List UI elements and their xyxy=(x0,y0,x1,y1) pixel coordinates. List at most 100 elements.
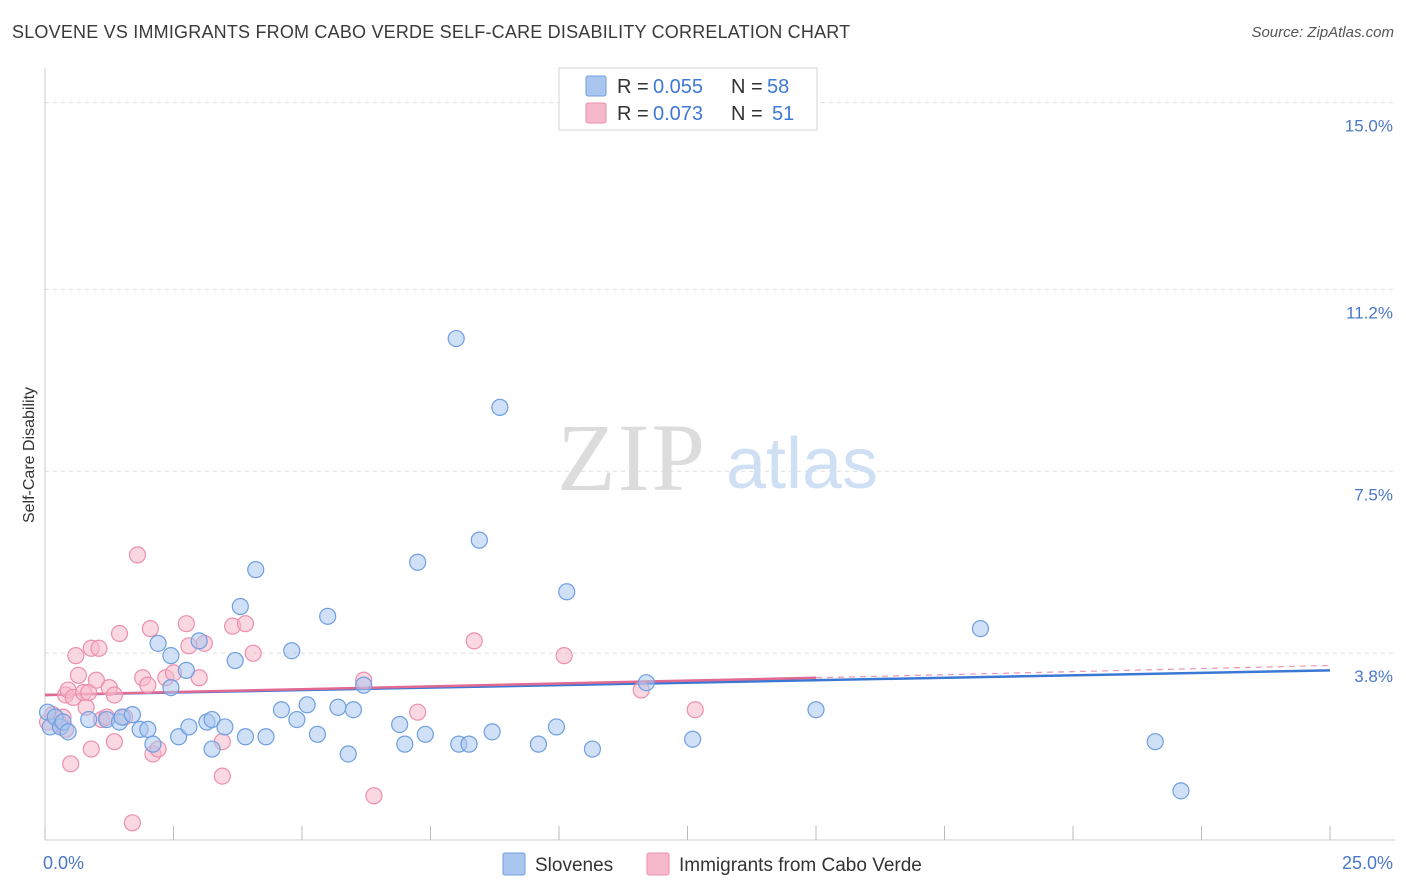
point-cabo-verde xyxy=(465,632,483,650)
point-slovenes xyxy=(162,647,180,665)
legend-n-value-2: 51 xyxy=(772,103,794,125)
legend-r-value-2: 0.073 xyxy=(653,103,703,125)
bottom-legend-label-slovenes: Slovenes xyxy=(535,855,613,876)
point-slovenes xyxy=(684,730,702,748)
point-slovenes xyxy=(272,701,291,719)
point-slovenes xyxy=(1146,733,1164,751)
y-tick-label: 15.0% xyxy=(1345,117,1393,136)
point-slovenes xyxy=(190,632,208,650)
point-slovenes xyxy=(180,718,198,736)
point-slovenes xyxy=(529,735,548,753)
x-tick-label: 25.0% xyxy=(1342,853,1393,873)
point-slovenes xyxy=(637,674,655,692)
legend-n-value-1: 58 xyxy=(767,76,789,98)
point-cabo-verde xyxy=(213,767,231,785)
point-slovenes xyxy=(149,634,167,652)
x-tick-label: 0.0% xyxy=(43,853,84,873)
point-slovenes xyxy=(236,728,255,746)
point-slovenes xyxy=(355,676,373,694)
point-cabo-verde xyxy=(67,647,85,665)
point-cabo-verde xyxy=(555,647,573,665)
chart-title: SLOVENE VS IMMIGRANTS FROM CABO VERDE SE… xyxy=(12,22,851,42)
point-slovenes xyxy=(558,583,576,601)
point-slovenes xyxy=(288,710,306,729)
point-cabo-verde xyxy=(62,755,80,773)
point-cabo-verde xyxy=(236,615,255,633)
point-cabo-verde xyxy=(139,676,157,694)
point-slovenes xyxy=(203,740,221,758)
point-slovenes xyxy=(80,710,98,729)
point-cabo-verde xyxy=(82,740,100,758)
legend-swatch-slovenes xyxy=(585,75,607,97)
point-slovenes xyxy=(329,698,347,716)
data-points xyxy=(38,329,1190,832)
point-slovenes xyxy=(807,701,825,719)
point-slovenes xyxy=(308,725,327,743)
point-cabo-verde xyxy=(69,666,88,684)
point-cabo-verde xyxy=(365,787,383,805)
point-slovenes xyxy=(491,398,509,416)
point-cabo-verde xyxy=(128,546,147,564)
point-cabo-verde xyxy=(244,644,262,662)
point-cabo-verde xyxy=(87,671,106,689)
point-slovenes xyxy=(583,740,602,758)
axes xyxy=(44,68,1395,841)
point-slovenes xyxy=(177,661,195,679)
point-slovenes xyxy=(447,329,465,348)
point-slovenes xyxy=(226,651,244,670)
point-slovenes xyxy=(216,718,234,736)
chart-source: Source: ZipAtlas.com xyxy=(1251,24,1394,41)
point-cabo-verde xyxy=(190,669,208,687)
legend-swatch-cabo-verde xyxy=(585,102,607,124)
point-slovenes xyxy=(391,715,409,734)
point-slovenes xyxy=(123,706,141,724)
point-slovenes xyxy=(460,735,478,753)
point-cabo-verde xyxy=(177,615,195,633)
point-cabo-verde xyxy=(409,703,427,721)
y-axis-title: Self-Care Disability xyxy=(21,387,38,523)
point-slovenes xyxy=(416,725,434,743)
point-slovenes xyxy=(319,607,337,625)
bottom-legend-swatch-cabo-verde xyxy=(646,852,670,876)
bottom-legend: Slovenes Immigrants from Cabo Verde xyxy=(502,852,922,876)
point-slovenes xyxy=(547,718,566,736)
point-slovenes xyxy=(283,642,301,660)
point-slovenes xyxy=(203,710,221,729)
y-tick-label: 7.5% xyxy=(1354,485,1393,504)
legend-n-label-1: N = xyxy=(731,76,763,98)
point-slovenes xyxy=(231,597,249,616)
point-slovenes xyxy=(344,701,362,719)
point-cabo-verde xyxy=(80,683,98,702)
legend-r-label-1: R = xyxy=(617,76,649,98)
point-slovenes xyxy=(139,720,157,738)
point-cabo-verde xyxy=(90,639,108,657)
point-slovenes xyxy=(59,723,77,741)
point-slovenes xyxy=(470,531,488,549)
bottom-legend-label-cabo-verde: Immigrants from Cabo Verde xyxy=(679,855,922,876)
trend-line-cabo-verde-extension xyxy=(815,664,1331,679)
point-cabo-verde xyxy=(110,624,129,643)
point-slovenes xyxy=(409,553,427,571)
point-slovenes xyxy=(971,620,990,638)
legend-r-label-2: R = xyxy=(617,103,649,125)
point-slovenes xyxy=(298,696,316,714)
point-slovenes xyxy=(483,723,501,741)
point-slovenes xyxy=(257,728,275,746)
watermark-zip: ZIP xyxy=(557,404,707,511)
legend-box: R = 0.055 N = 58 R = 0.073 N = 51 xyxy=(558,67,818,131)
point-cabo-verde xyxy=(686,701,704,719)
legend-n-label-2: N = xyxy=(731,103,763,125)
bottom-legend-swatch-slovenes xyxy=(502,852,526,876)
point-slovenes xyxy=(396,735,414,753)
watermark-atlas: atlas xyxy=(726,424,878,504)
point-cabo-verde xyxy=(105,733,123,751)
point-cabo-verde xyxy=(141,620,159,638)
trend-lines xyxy=(44,664,1331,697)
point-cabo-verde xyxy=(105,686,123,704)
point-slovenes xyxy=(144,735,162,753)
point-cabo-verde xyxy=(123,814,141,832)
point-slovenes xyxy=(162,678,180,697)
legend-r-value-1: 0.055 xyxy=(653,76,703,98)
point-slovenes xyxy=(247,561,265,579)
